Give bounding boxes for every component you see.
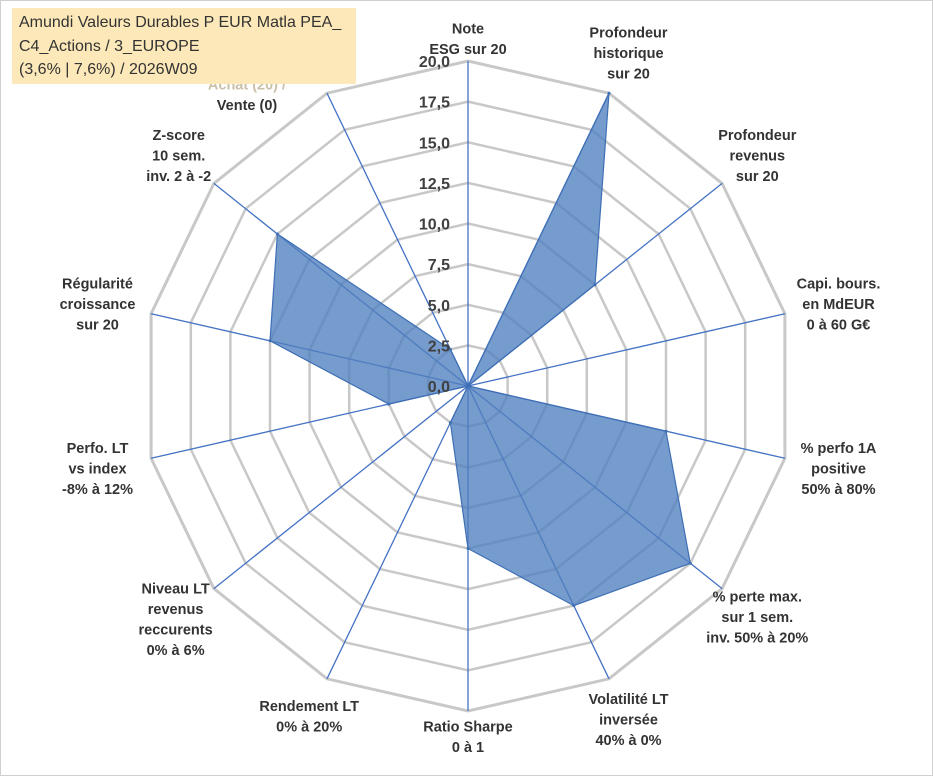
axis-label-11-line-2: sur 20 [76,317,119,333]
series-layer [268,91,692,608]
spoke-13 [326,92,469,387]
axis-label-9-line-2: reccurents [139,623,213,639]
data-point-8 [448,421,452,425]
axis-label-3-line-1: en MdEUR [802,297,875,313]
axis-label-2-line-1: revenus [729,149,785,165]
data-point-11 [268,339,272,343]
axis-label-10-line-0: Perfo. LT [67,441,129,457]
axis-label-8-line-1: 0% à 20% [276,719,342,735]
axis-label-5-line-2: inv. 50% à 20% [706,630,808,646]
tick-label-6: 15,0 [419,135,450,152]
spoke-8 [326,385,469,680]
axis-label-0-line-1: ESG sur 20 [429,42,506,58]
axis-label-2-line-2: sur 20 [736,169,779,185]
spoke-9 [213,385,469,590]
axis-label-4-line-2: 50% à 80% [801,482,875,498]
data-point-2 [593,283,597,287]
axis-label-10-line-1: vs index [68,462,126,478]
data-point-10 [387,402,391,406]
tick-label-1: 2,5 [428,338,450,355]
tick-label-3: 7,5 [428,257,450,274]
spoke-3 [467,313,786,387]
axis-label-2-line-0: Profondeur [718,128,796,144]
axis-label-3-line-0: Capi. bours. [797,276,881,292]
axis-label-6-line-1: inversée [599,713,658,729]
axis-label-12-line-2: inv. 2 à -2 [146,169,211,185]
axis-label-7-line-0: Ratio Sharpe [423,720,512,736]
axis-label-1-line-0: Profondeur [589,25,667,41]
data-point-1 [607,91,611,95]
chart-title-line-1: Amundi Valeurs Durables P EUR Matla PEA_ [19,14,342,31]
data-point-9 [466,384,470,388]
tick-label-4: 10,0 [419,217,450,234]
data-point-12 [275,232,279,236]
chart-title-line-3: (3,6% | 7,6%) / 2026W09 [19,61,198,78]
chart-title-box: Amundi Valeurs Durables P EUR Matla PEA_… [12,8,356,84]
data-point-4 [664,429,668,433]
axis-label-8-line-0: Rendement LT [259,699,359,715]
axis-label-4-line-1: positive [811,462,866,478]
axis-label-1-line-1: historique [593,46,663,62]
tick-label-5: 12,5 [419,176,450,193]
axis-label-7-line-1: 0 à 1 [452,740,484,756]
data-point-13 [448,347,452,351]
tick-layer: 0,0 2,5 5,0 7,5 10,0 12,5 15,0 17,5 20,0 [419,54,450,396]
chart-title-line-2: C4_Actions / 3_EUROPE [19,37,200,55]
axis-label-10-line-2: -8% à 12% [62,482,133,498]
axis-label-4-line-0: % perfo 1A [801,441,877,457]
axis-label-11-line-0: Régularité [62,276,133,292]
axis-label-11-line-1: croissance [60,297,136,313]
axis-label-12-line-0: Z-score [153,128,205,144]
data-point-7 [466,547,470,550]
axis-label-0-line-0: Note [452,22,484,38]
axis-label-5-line-1: sur 1 sem. [721,610,793,626]
tick-label-7: 17,5 [419,95,450,112]
axis-label-3-line-2: 0 à 60 G€ [807,317,871,333]
data-point-6 [572,604,576,608]
axis-label-6-line-2: 40% à 0% [595,733,661,749]
axis-label-layer: Note ESG sur 20 Profondeur historique sur 20… [60,22,881,757]
tick-label-8: 20,0 [419,54,450,71]
axis-label-12-line-1: 10 sem. [152,149,205,165]
axis-label-6-line-0: Volatilité LT [588,692,668,708]
axis-label-13-line-2: Vente (0) [217,98,278,114]
axis-label-1-line-2: sur 20 [607,66,650,82]
axis-label-9-line-0: Niveau LT [141,582,209,598]
axis-label-9-line-3: 0% à 6% [147,643,205,659]
axis-label-9-line-1: revenus [148,602,204,618]
data-point-5 [688,561,692,565]
axis-label-5-line-0: % perte max. [713,589,802,605]
tick-label-2: 5,0 [428,298,450,315]
tick-label-0: 0,0 [428,379,450,396]
